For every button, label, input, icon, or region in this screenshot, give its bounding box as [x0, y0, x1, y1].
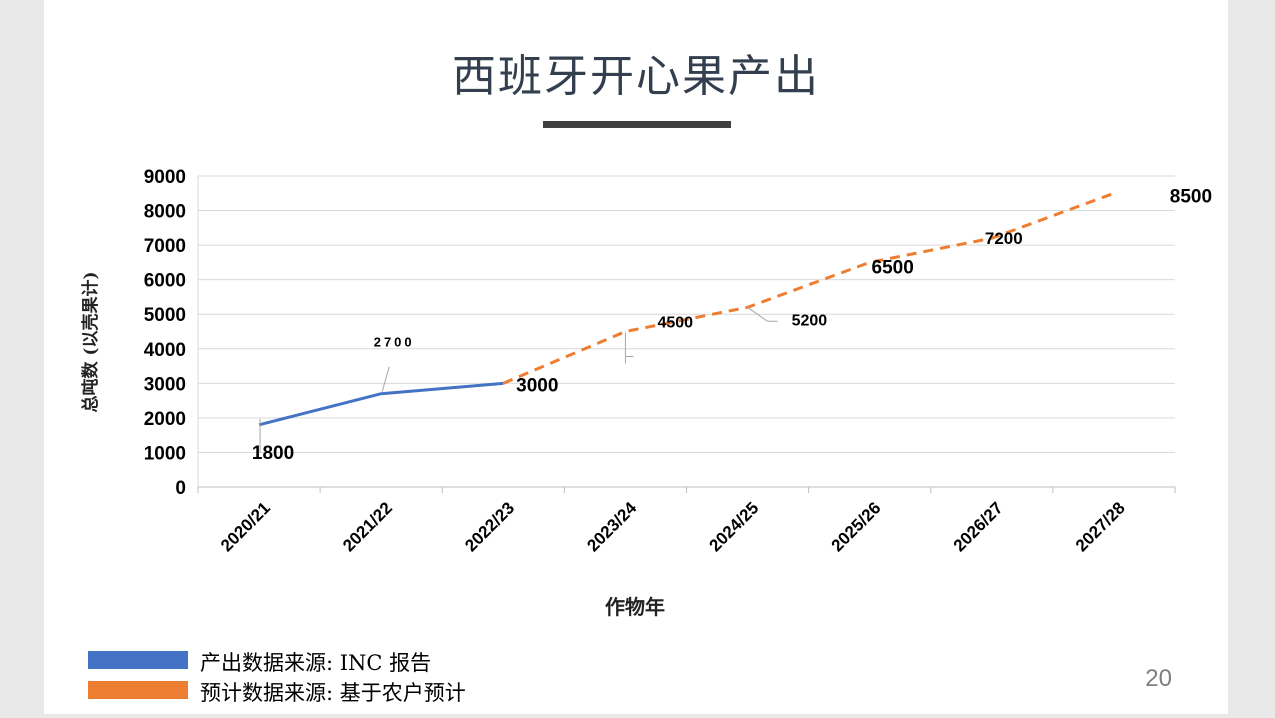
data-labels: 1800 2700 3000 4500 5200 6500 7200 8500: [252, 186, 1212, 464]
series-line-forecast: [502, 191, 1115, 385]
chart-series: [258, 191, 1115, 427]
y-tick-label: 3000: [144, 374, 186, 395]
data-label: 8500: [1170, 186, 1212, 207]
x-tick-label: 2025/26: [828, 498, 885, 555]
data-label: 5200: [792, 312, 828, 329]
data-label: 2700: [374, 335, 415, 350]
page-number: 20: [1145, 665, 1172, 692]
legend-swatch-actual: [88, 651, 188, 669]
data-label: 7200: [985, 229, 1023, 248]
y-tick-label: 4000: [144, 340, 186, 361]
y-tick-label: 0: [175, 478, 186, 499]
x-tick-label: 2022/23: [461, 498, 518, 555]
legend-label-forecast: 预计数据来源: 基于农户预计: [200, 681, 466, 705]
slide-title: 西班牙开心果产出: [452, 51, 820, 102]
legend-label-actual: 产出数据来源: INC 报告: [200, 651, 432, 675]
x-tick-label: 2027/28: [1072, 498, 1129, 555]
data-label: 3000: [516, 375, 558, 396]
x-tick-label: 2023/24: [583, 498, 640, 555]
data-label: 1800: [252, 443, 294, 464]
y-tick-label: 2000: [144, 409, 186, 430]
title-underline: [543, 121, 731, 128]
y-tick-label: 5000: [144, 305, 186, 326]
y-tick-label: 1000: [144, 443, 186, 464]
y-tick-label: 8000: [144, 202, 186, 223]
x-tick-label: 2026/27: [950, 498, 1007, 555]
label-leader: [381, 366, 390, 392]
legend-swatch-forecast: [88, 681, 188, 699]
x-tick-label: 2020/21: [217, 498, 274, 555]
label-leader: [747, 306, 778, 322]
x-axis-label: 作物年: [605, 595, 665, 619]
y-tick-label: 7000: [144, 236, 186, 257]
line-chart: 0 1000 2000 3000 4000 5000 6000 7000 8000 9000 20…: [80, 167, 1212, 619]
data-label: 4500: [657, 315, 693, 332]
x-tick-label: 2024/25: [706, 498, 763, 555]
data-label: 6500: [872, 257, 914, 278]
y-axis-ticks: 0 1000 2000 3000 4000 5000 6000 7000 8000 9000: [144, 167, 186, 499]
y-tick-label: 6000: [144, 271, 186, 292]
x-tick-label: 2021/22: [339, 498, 396, 555]
chart-gridlines: [197, 175, 1175, 488]
series-line-actual: [258, 381, 504, 427]
y-axis-label: 总吨数 (以壳果计): [80, 271, 101, 412]
slide: 西班牙开心果产出 0 1000 2000 3000 4000 5000 6000 7000 80…: [44, 0, 1228, 714]
x-axis-ticks: 2020/21 2021/22 2022/23 2023/24 2024/25 2025/…: [197, 487, 1176, 555]
y-tick-label: 9000: [144, 167, 186, 188]
